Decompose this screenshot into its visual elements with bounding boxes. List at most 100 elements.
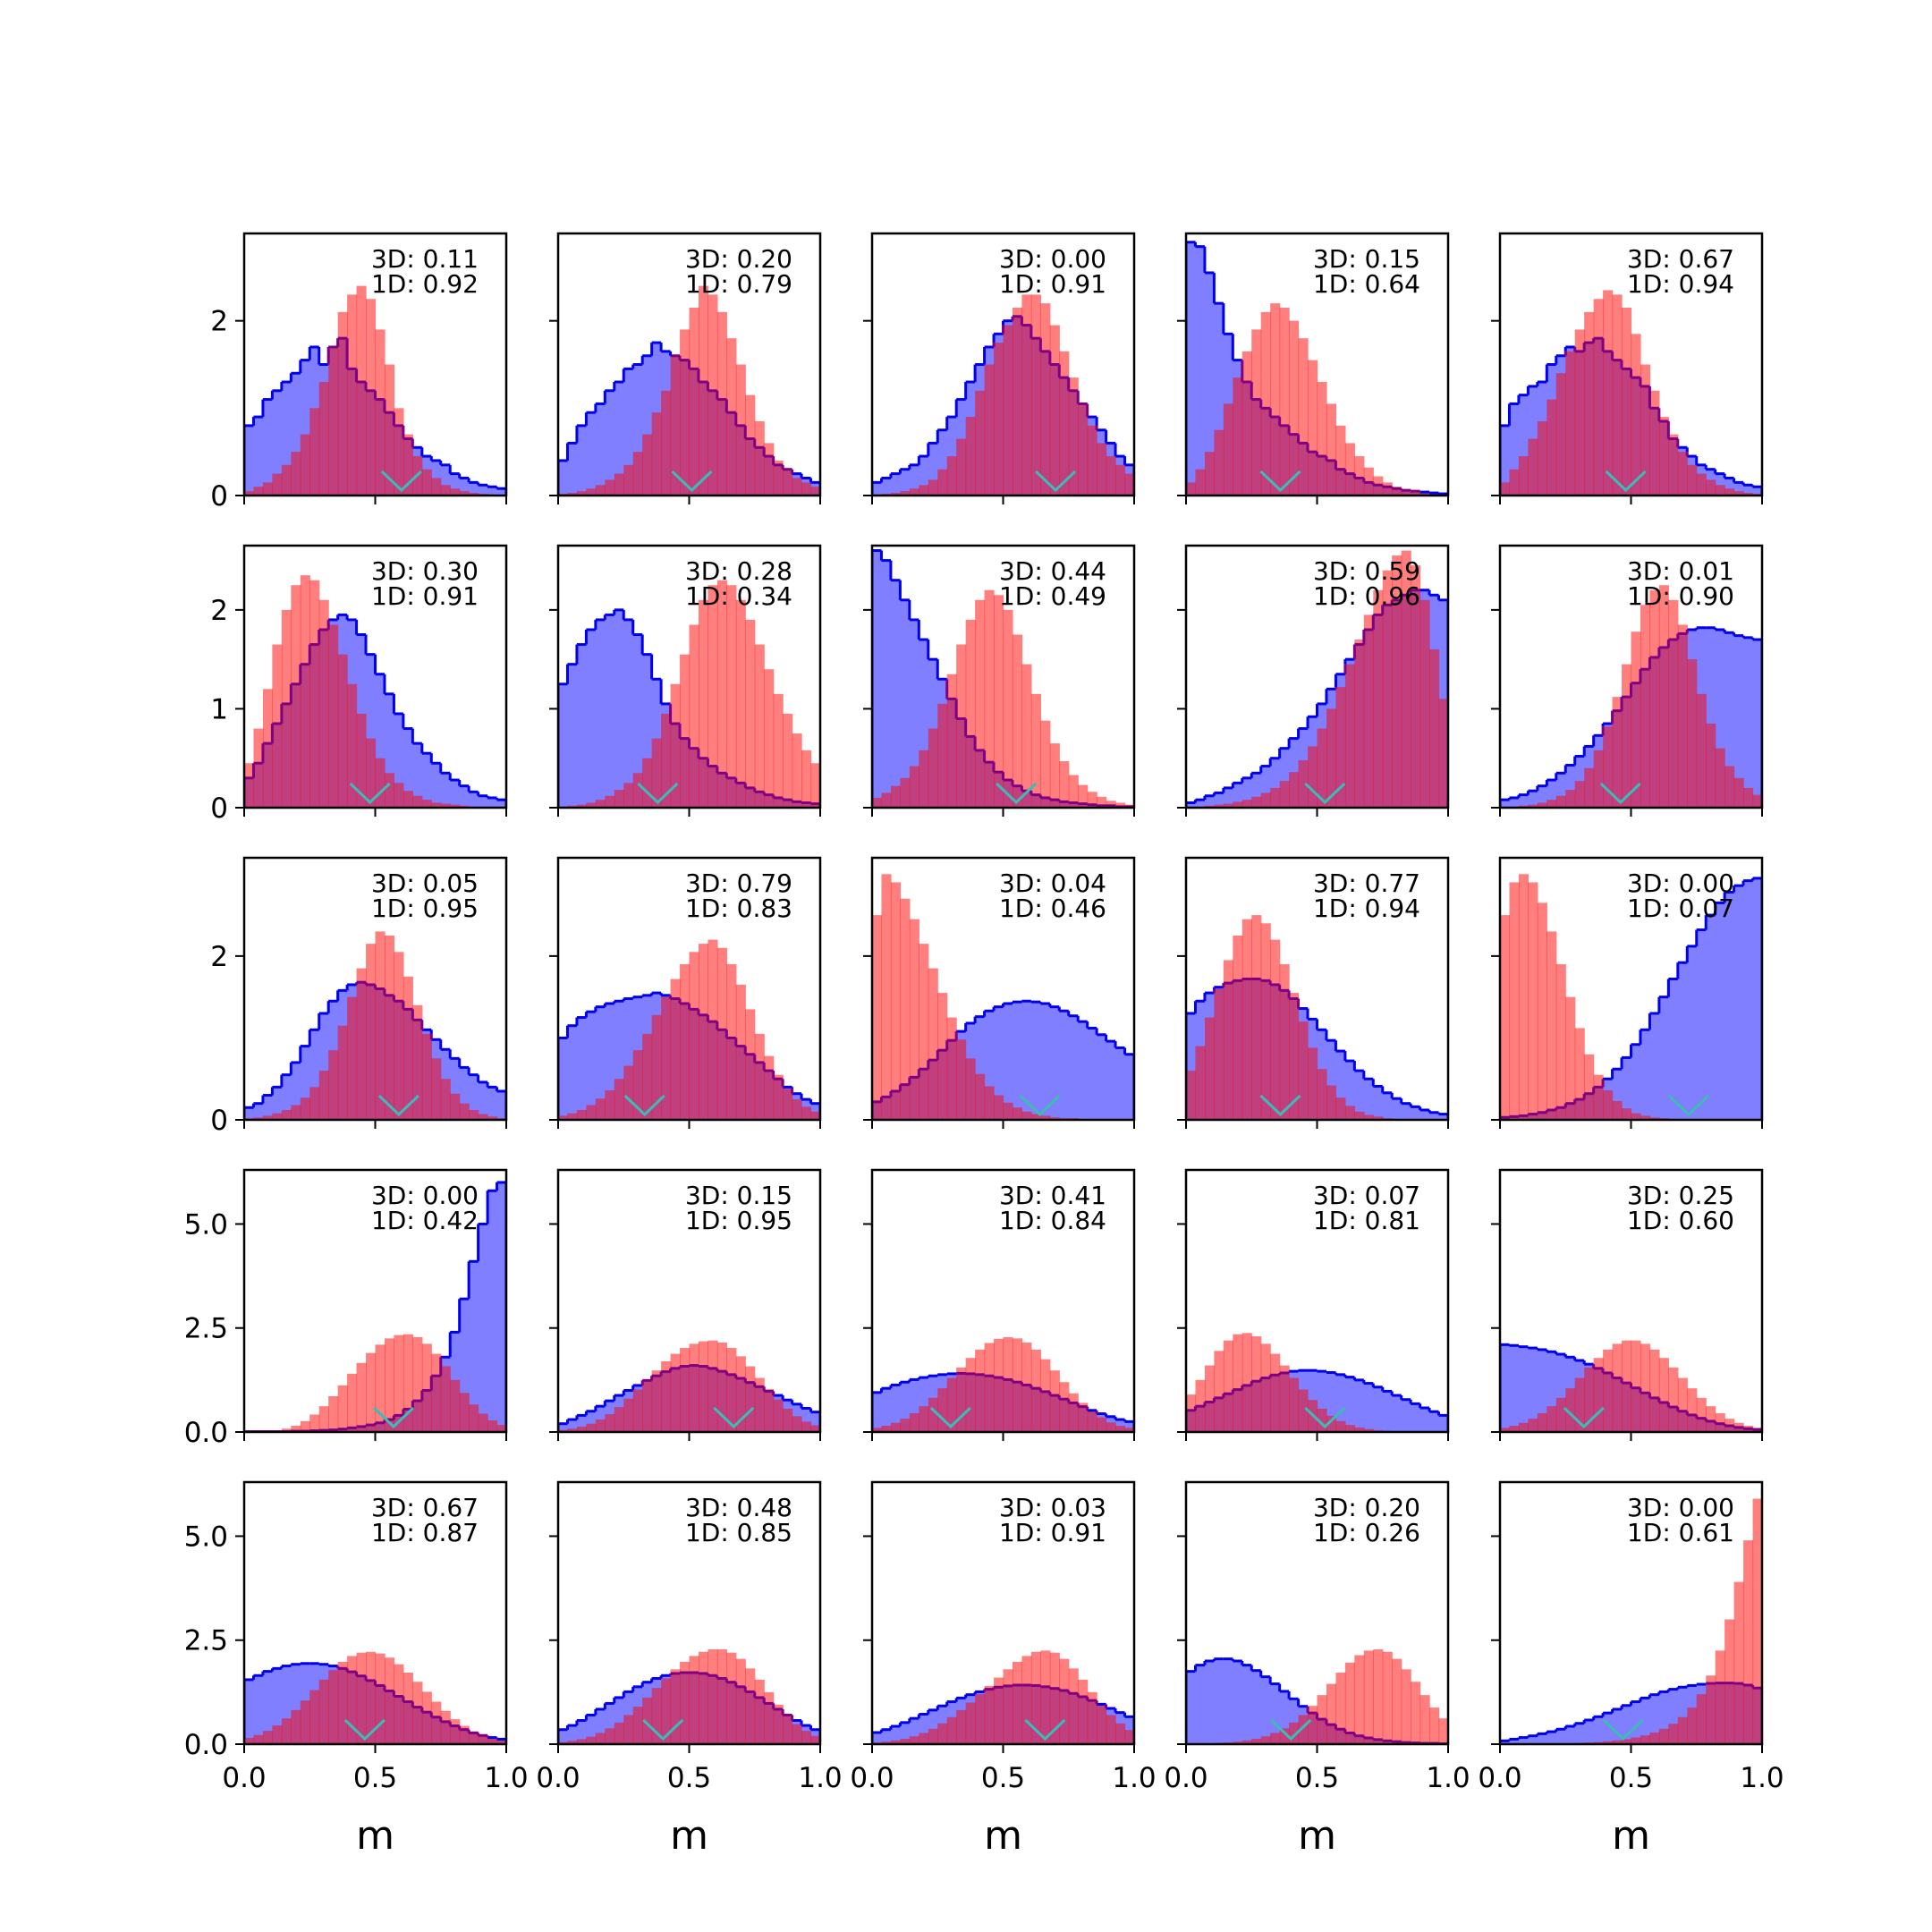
red-bar [909, 766, 919, 808]
red-bar [1603, 1741, 1614, 1744]
red-bar [1537, 1413, 1547, 1432]
red-bar [1392, 1658, 1402, 1744]
true-value-marker [343, 1718, 386, 1741]
red-bar [994, 595, 1004, 808]
blue-bar [1204, 795, 1215, 808]
red-bar [651, 412, 662, 496]
red-bar [605, 795, 615, 808]
red-bar [1270, 939, 1281, 1120]
red-bar [937, 993, 948, 1120]
x-axis-label: m [1298, 1813, 1336, 1859]
panel-plot-area [244, 931, 506, 1120]
red-bar [792, 1099, 802, 1120]
red-bar [708, 585, 718, 808]
red-bar [291, 585, 301, 808]
red-bar [1124, 473, 1134, 496]
red-bar [792, 1724, 802, 1744]
red-bar [1622, 1108, 1632, 1120]
red-bar [1030, 1651, 1041, 1744]
red-bar [1696, 473, 1707, 496]
x-tick-label: 0.0 [222, 1762, 266, 1794]
red-bar [1021, 1343, 1032, 1432]
red-bar [919, 1406, 929, 1432]
blue-bar [909, 619, 919, 808]
red-bar [890, 493, 901, 496]
red-bar [1326, 1415, 1337, 1432]
red-bar [764, 1389, 775, 1432]
red-bar [670, 979, 681, 1120]
blue-bar [1354, 1379, 1365, 1432]
blue-bar [623, 998, 634, 1120]
red-bar [890, 882, 901, 1120]
annotation-1d: 1D: 0.34 [685, 581, 792, 611]
red-bar [1270, 787, 1281, 808]
blue-bar [1518, 1346, 1529, 1432]
true-value-marker [713, 1406, 755, 1429]
blue-bar [1344, 1061, 1355, 1120]
annotation-3d: 3D: 0.67 [371, 1493, 479, 1522]
red-bar [394, 783, 404, 808]
red-bar [1003, 609, 1013, 808]
red-bar [764, 1691, 775, 1744]
red-bar [1251, 329, 1262, 496]
red-bar [1049, 1652, 1060, 1744]
blue-bar [1612, 1069, 1623, 1120]
blue-bar [1743, 637, 1754, 808]
red-bar [459, 1103, 470, 1120]
red-bar [1438, 1718, 1448, 1744]
blue-bar [1317, 1371, 1327, 1432]
blue-bar [1668, 1689, 1679, 1744]
red-bar [956, 1039, 967, 1120]
red-bar [792, 1416, 802, 1432]
red-bar [1115, 464, 1126, 496]
red-bar [1528, 438, 1538, 496]
red-bar [431, 1353, 442, 1432]
panel-plot-area [558, 1648, 820, 1744]
red-bar [975, 1694, 986, 1744]
red-bar [623, 1065, 634, 1120]
blue-bar [262, 1095, 273, 1120]
red-bar [1335, 1097, 1346, 1120]
x-tick-label: 1.0 [484, 1762, 528, 1794]
blue-bar [586, 1012, 597, 1120]
blue-bar [975, 1016, 986, 1120]
blue-bar [1012, 1002, 1023, 1120]
red-bar [1743, 493, 1754, 496]
red-bar [1214, 988, 1224, 1120]
red-bar [1649, 390, 1660, 496]
red-bar [1124, 1730, 1134, 1744]
blue-bar [1382, 1092, 1393, 1120]
blue-bar [1555, 1729, 1566, 1744]
panel-plot-area [558, 285, 820, 496]
red-bar [347, 996, 358, 1120]
red-bar [900, 1738, 911, 1744]
red-bar [586, 802, 597, 808]
red-bar [1068, 1393, 1079, 1432]
red-bar [1528, 1419, 1538, 1432]
red-bar [337, 1025, 348, 1120]
red-bar [1687, 1707, 1698, 1744]
red-bar [586, 1423, 597, 1432]
blue-bar [576, 1017, 587, 1120]
red-bar [1706, 1675, 1716, 1744]
blue-bar [440, 464, 451, 496]
x-tick-label: 1.0 [1740, 1762, 1784, 1794]
y-tick-label: 0 [210, 480, 228, 513]
true-value-marker [1019, 1094, 1061, 1117]
annotation-1d: 1D: 0.07 [1627, 894, 1734, 923]
red-bar [937, 1388, 948, 1432]
red-bar [450, 804, 461, 808]
red-bar [792, 733, 802, 808]
red-bar [698, 1651, 709, 1744]
red-bar [900, 898, 911, 1120]
blue-bar [1574, 1723, 1585, 1744]
blue-bar [450, 473, 461, 496]
blue-bar [459, 785, 470, 808]
annotation-3d: 3D: 0.05 [371, 869, 479, 898]
panel-plot-area [244, 575, 506, 808]
annotation-3d: 3D: 0.20 [685, 244, 792, 274]
red-bar [651, 1688, 662, 1744]
red-bar [1555, 1397, 1566, 1432]
red-bar [965, 619, 976, 808]
